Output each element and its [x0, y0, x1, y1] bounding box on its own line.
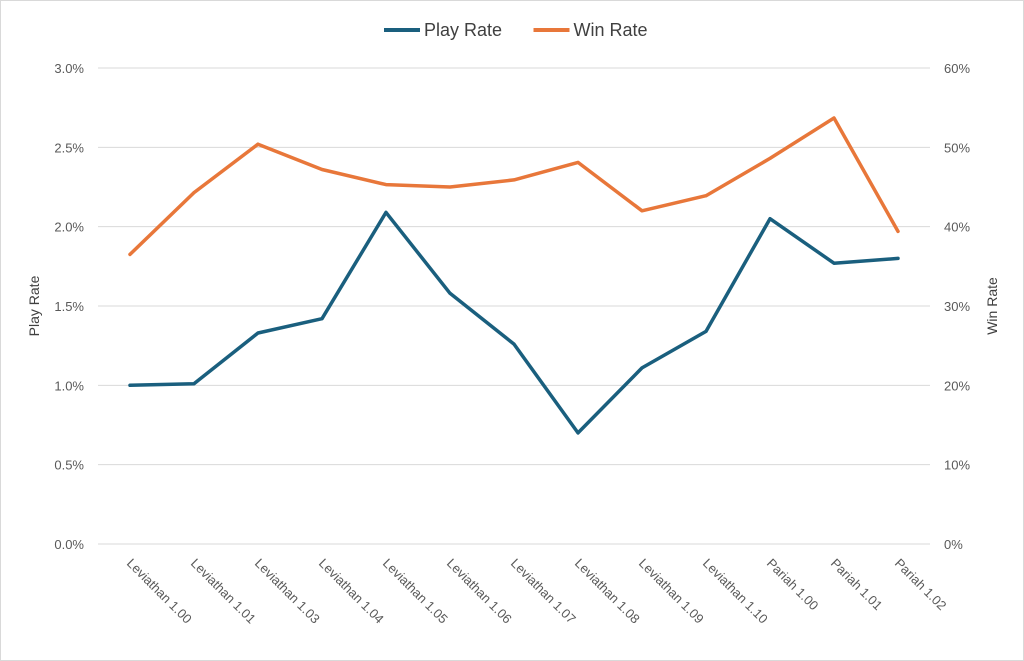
- x-tick-label: Leviathan 1.05: [380, 556, 451, 627]
- left-tick-label: 1.0%: [54, 378, 84, 393]
- legend: Play Rate Win Rate: [384, 20, 648, 40]
- x-tick-label: Leviathan 1.03: [252, 556, 323, 627]
- data-point: [576, 431, 580, 435]
- left-tick-label: 2.5%: [54, 140, 84, 155]
- data-point: [832, 261, 836, 265]
- data-point: [448, 291, 452, 295]
- x-tick-label: Leviathan 1.09: [636, 556, 707, 627]
- data-point: [896, 256, 900, 260]
- data-point: [128, 383, 132, 387]
- data-point: [320, 317, 324, 321]
- right-axis-ticks: 0% 10% 20% 30% 40% 50% 60%: [944, 61, 970, 552]
- left-axis-title: Play Rate: [26, 275, 42, 336]
- data-point: [704, 329, 708, 333]
- data-point: [384, 183, 388, 187]
- series-line-win-rate: [128, 116, 900, 257]
- right-tick-label: 30%: [944, 299, 970, 314]
- legend-label: Win Rate: [574, 20, 648, 40]
- data-point: [448, 185, 452, 189]
- data-point: [768, 217, 772, 221]
- data-point: [512, 178, 516, 182]
- data-point: [256, 331, 260, 335]
- x-tick-label: Pariah 1.02: [892, 556, 950, 614]
- left-tick-label: 1.5%: [54, 299, 84, 314]
- data-point: [256, 142, 260, 146]
- data-point: [640, 209, 644, 213]
- left-tick-label: 0.0%: [54, 537, 84, 552]
- left-tick-label: 3.0%: [54, 61, 84, 76]
- x-tick-label: Leviathan 1.04: [316, 556, 387, 627]
- left-axis-ticks: 0.0% 0.5% 1.0% 1.5% 2.0% 2.5% 3.0%: [54, 61, 84, 552]
- left-tick-label: 2.0%: [54, 220, 84, 235]
- data-point: [640, 366, 644, 370]
- data-point: [384, 210, 388, 214]
- right-tick-label: 50%: [944, 140, 970, 155]
- data-point: [832, 116, 836, 120]
- x-tick-label: Pariah 1.00: [764, 556, 822, 614]
- data-point: [320, 168, 324, 172]
- x-tick-label: Leviathan 1.10: [700, 556, 771, 627]
- right-axis-title: Win Rate: [984, 277, 1000, 335]
- right-tick-label: 0%: [944, 537, 963, 552]
- data-point: [192, 382, 196, 386]
- gridlines: [98, 67, 930, 545]
- right-tick-label: 60%: [944, 61, 970, 76]
- x-tick-label: Leviathan 1.07: [508, 556, 579, 627]
- right-tick-label: 20%: [944, 378, 970, 393]
- data-point: [768, 156, 772, 160]
- x-tick-label: Leviathan 1.00: [124, 556, 195, 627]
- x-tick-label: Leviathan 1.01: [188, 556, 259, 627]
- right-tick-label: 40%: [944, 220, 970, 235]
- right-tick-label: 10%: [944, 458, 970, 473]
- left-tick-label: 0.5%: [54, 458, 84, 473]
- series-line-play-rate: [128, 210, 900, 435]
- data-point: [512, 342, 516, 346]
- data-point: [576, 160, 580, 164]
- x-tick-label: Leviathan 1.06: [444, 556, 515, 627]
- data-point: [896, 229, 900, 233]
- x-tick-label: Leviathan 1.08: [572, 556, 643, 627]
- data-point: [704, 194, 708, 198]
- x-tick-label: Pariah 1.01: [828, 556, 886, 614]
- series-lines: [128, 116, 900, 435]
- data-point: [128, 252, 132, 256]
- data-point: [192, 191, 196, 195]
- legend-label: Play Rate: [424, 20, 502, 40]
